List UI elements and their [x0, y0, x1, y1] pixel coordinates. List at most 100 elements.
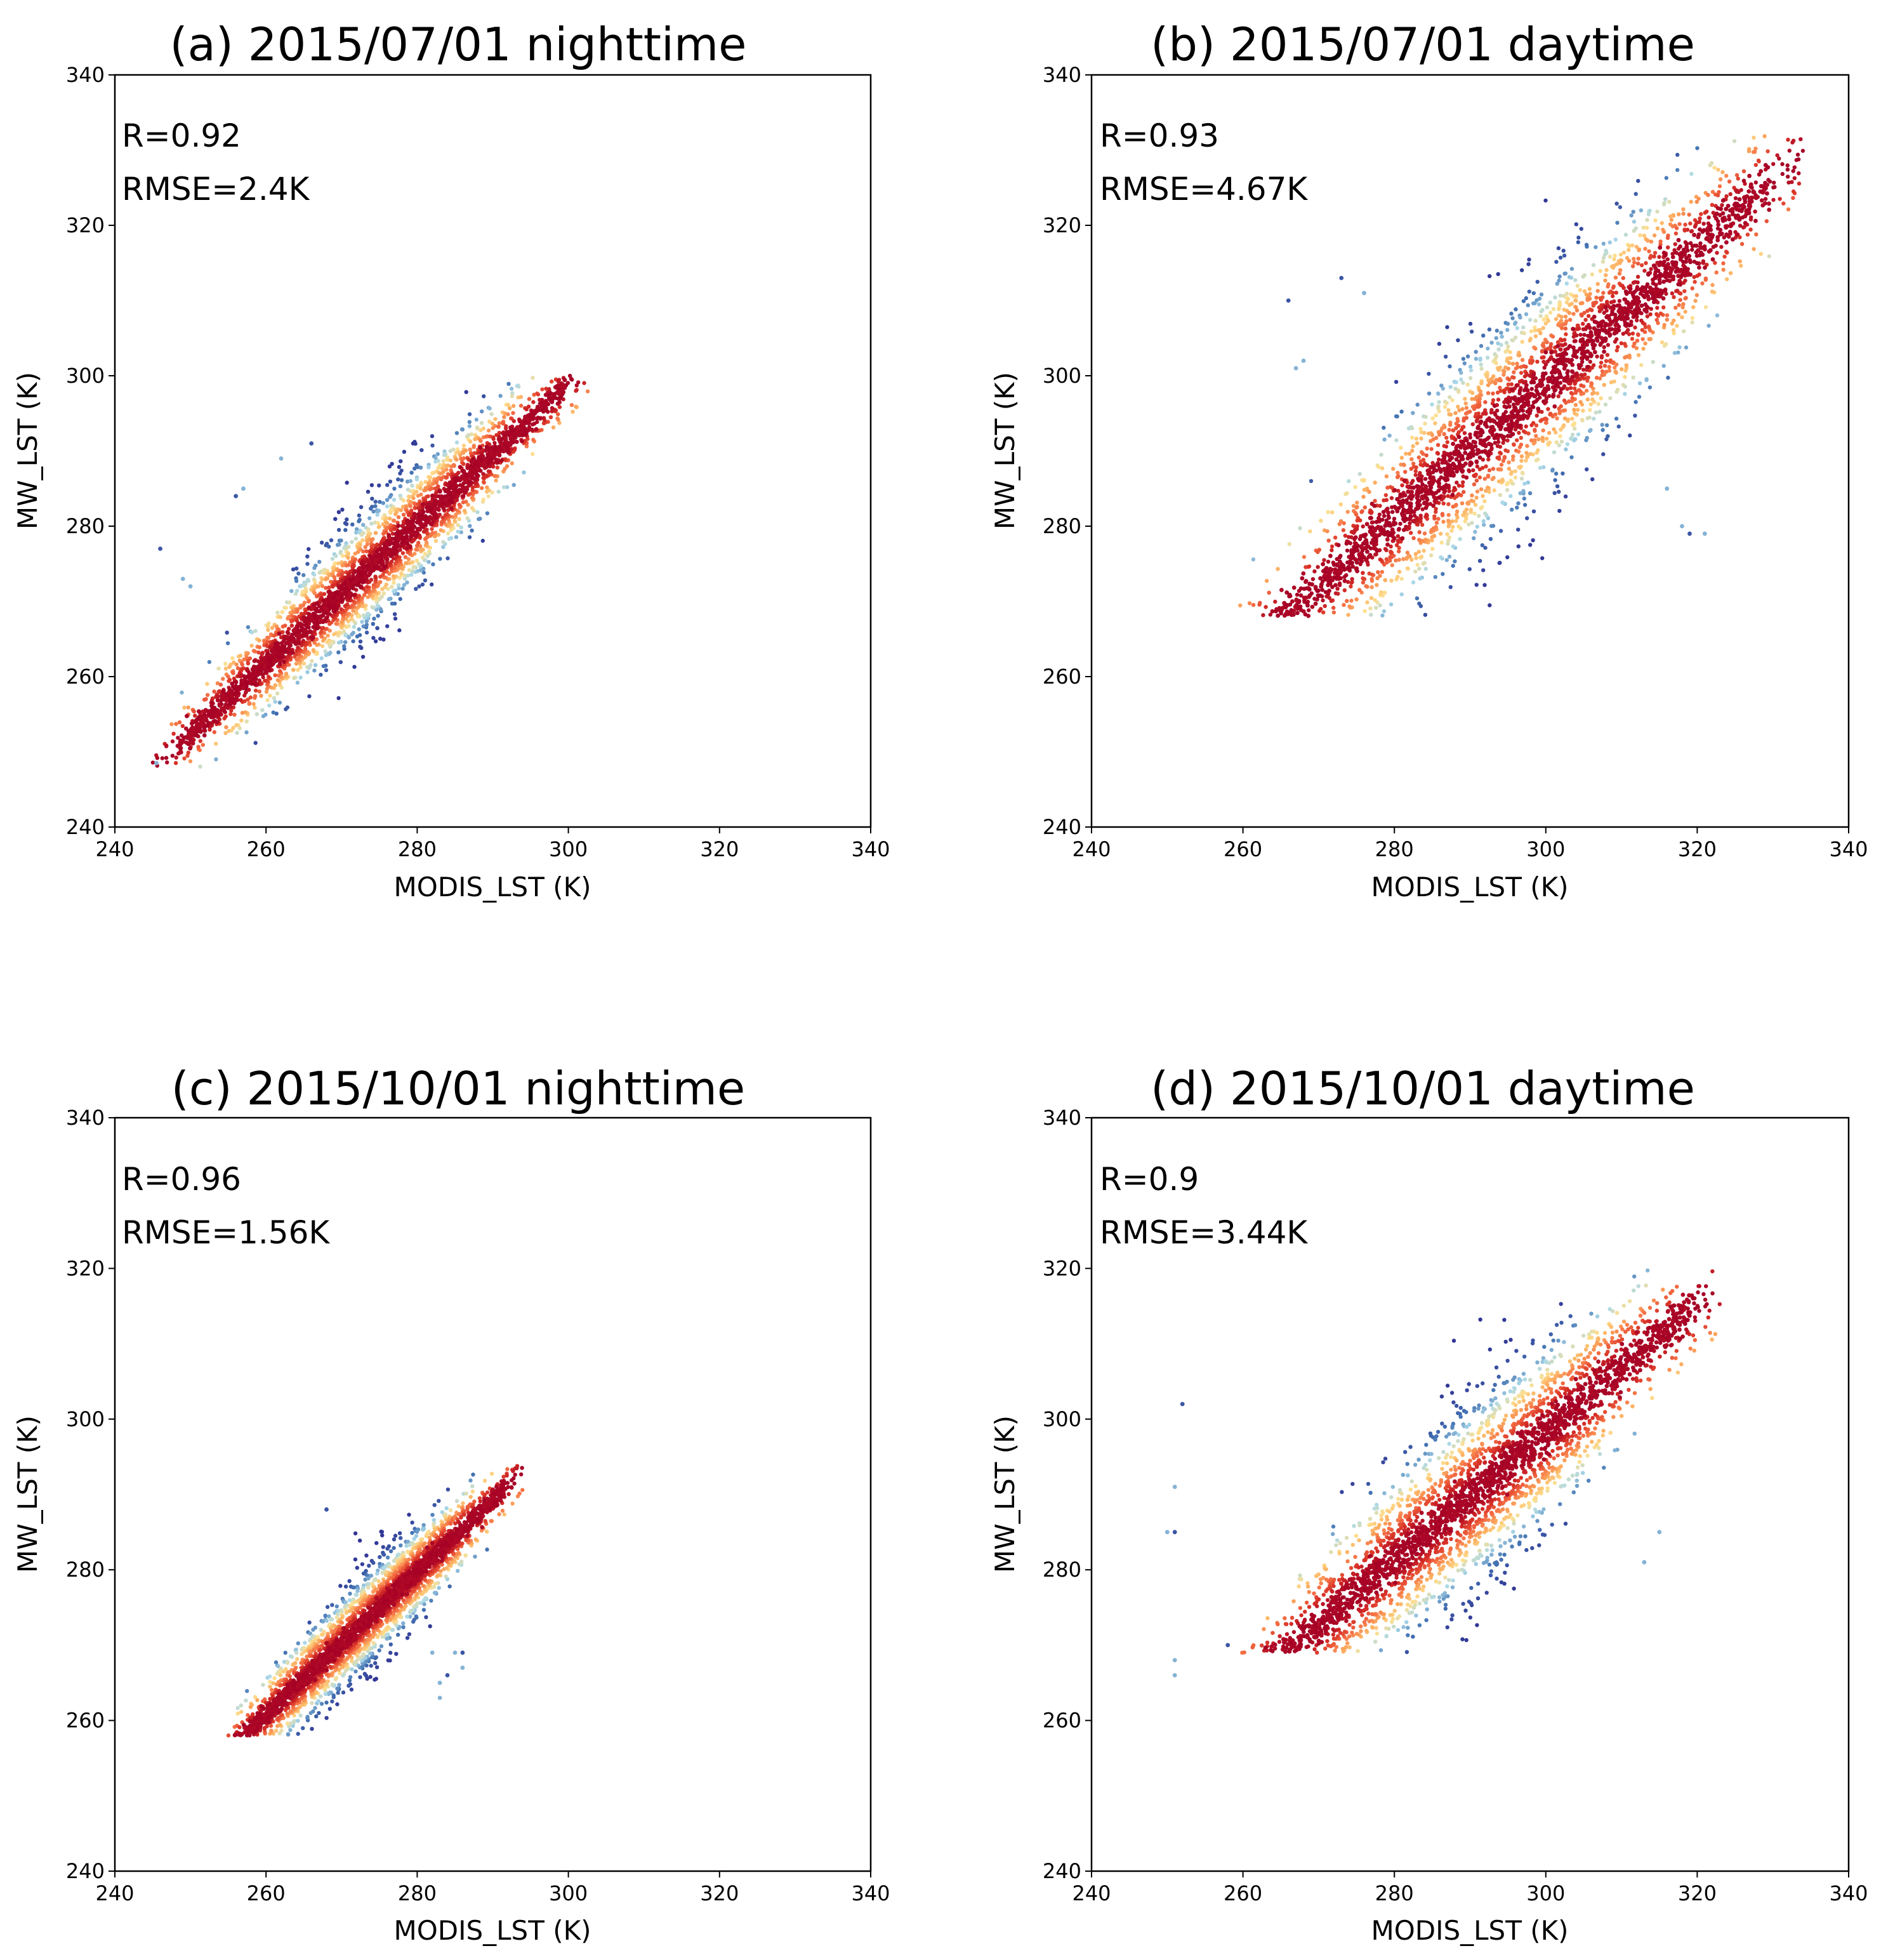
scatter-point	[502, 414, 506, 420]
scatter-point	[1514, 307, 1518, 312]
scatter-point	[1541, 326, 1545, 330]
scatter-point	[438, 557, 442, 561]
scatter-point	[291, 618, 295, 623]
scatter-point	[1396, 538, 1400, 543]
scatter-point	[1446, 408, 1451, 413]
scatter-point	[1440, 512, 1445, 516]
scatter-point	[1369, 596, 1374, 600]
scatter-point	[1597, 409, 1602, 414]
scatter-point	[1513, 475, 1518, 480]
scatter-point	[1705, 209, 1709, 214]
scatter-point	[1522, 481, 1527, 486]
scatter-point	[1693, 279, 1697, 284]
scatter-point	[296, 571, 301, 576]
scatter-point	[392, 486, 397, 491]
scatter-point	[486, 428, 491, 433]
scatter-point	[296, 668, 300, 672]
scatter-point	[1383, 493, 1388, 498]
scatter-point	[1316, 550, 1320, 554]
scatter-point	[1506, 344, 1510, 348]
scatter-point	[557, 421, 562, 425]
scatter-point	[1533, 301, 1537, 305]
scatter-point	[1477, 404, 1481, 409]
scatter-point	[1721, 267, 1726, 272]
scatter-point	[1684, 296, 1688, 300]
scatter-point	[386, 597, 391, 602]
scatter-point	[343, 527, 348, 533]
scatter-point	[1546, 441, 1550, 446]
scatter-point	[1594, 300, 1599, 305]
scatter-point	[1463, 397, 1467, 401]
scatter-point	[1524, 424, 1528, 428]
scatter-point	[451, 447, 456, 452]
scatter-point	[398, 597, 402, 601]
scatter-point	[1422, 430, 1427, 435]
scatter-point	[1337, 522, 1342, 526]
scatter-point	[540, 407, 544, 413]
scatter-point	[1724, 249, 1729, 254]
scatter-point	[291, 567, 296, 572]
scatter-point	[1635, 332, 1640, 336]
scatter-point	[1553, 295, 1557, 300]
scatter-point	[1623, 392, 1627, 396]
scatter-point	[1424, 512, 1429, 517]
scatter-point	[419, 547, 424, 552]
scatter-point	[398, 484, 403, 489]
scatter-point	[1481, 519, 1486, 524]
scatter-point	[430, 493, 435, 498]
scatter-point	[1509, 382, 1514, 387]
scatter-point	[385, 482, 390, 487]
scatter-point	[506, 450, 511, 455]
scatter-point	[324, 652, 329, 658]
scatter-point	[1588, 402, 1593, 407]
scatter-point	[1350, 577, 1354, 581]
scatter-point	[1579, 373, 1583, 377]
scatter-point	[160, 756, 164, 760]
scatter-point	[556, 412, 560, 416]
scatter-point	[227, 665, 232, 669]
scatter-point	[338, 660, 343, 665]
scatter-point	[336, 696, 341, 701]
scatter-point	[346, 619, 351, 624]
scatter-point	[550, 406, 555, 411]
scatter-point	[1559, 404, 1563, 409]
scatter-point	[301, 573, 306, 578]
scatter-point	[275, 610, 280, 615]
scatter-point	[1465, 382, 1470, 387]
scatter-point	[216, 666, 221, 671]
scatter-point	[1384, 557, 1389, 562]
scatter-point	[433, 498, 439, 503]
scatter-point	[164, 744, 169, 748]
scatter-point	[1423, 567, 1428, 571]
scatter-point	[1486, 346, 1490, 351]
scatter-point	[490, 421, 495, 426]
scatter-point	[399, 508, 404, 512]
scatter-point	[308, 663, 313, 668]
scatter-point	[1645, 314, 1649, 319]
scatter-point	[1251, 602, 1256, 607]
scatter-point	[1543, 420, 1548, 425]
scatter-point	[376, 614, 380, 618]
scatter-point	[1791, 189, 1796, 194]
scatter-point	[1498, 493, 1503, 498]
scatter-point	[298, 675, 303, 680]
scatter-point	[517, 428, 522, 434]
scatter-point	[1590, 308, 1594, 312]
scatter-point	[284, 672, 289, 676]
scatter-point	[360, 619, 364, 624]
scatter-point	[174, 722, 178, 726]
scatter-point	[574, 388, 579, 392]
scatter-point	[1378, 557, 1382, 562]
scatter-point	[364, 619, 369, 624]
scatter-point	[1441, 519, 1446, 524]
scatter-point	[320, 577, 324, 581]
scatter-point	[1673, 305, 1678, 310]
scatter-point	[474, 472, 479, 477]
scatter-point	[1496, 272, 1500, 276]
scatter-point	[357, 513, 362, 518]
scatter-point	[201, 743, 205, 747]
scatter-point	[1522, 503, 1528, 507]
scatter-point	[229, 708, 234, 713]
scatter-point	[1710, 289, 1715, 294]
scatter-point	[188, 759, 193, 764]
